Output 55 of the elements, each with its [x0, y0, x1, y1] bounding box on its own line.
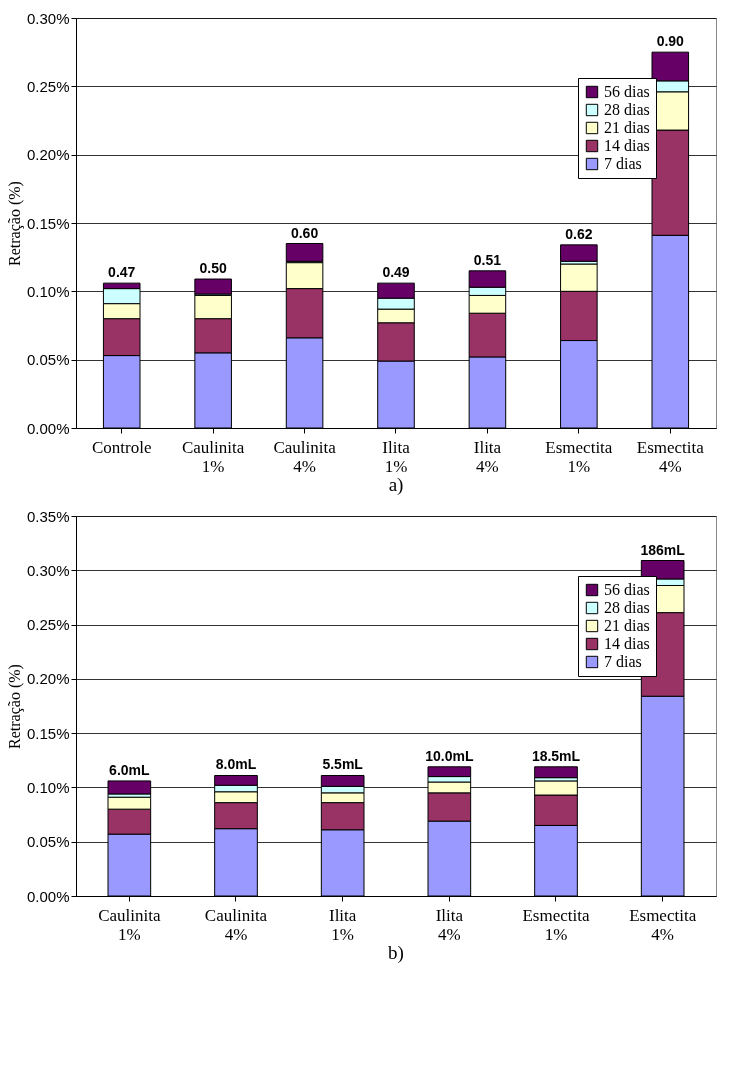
annotation: 18.5mL — [531, 747, 581, 764]
x-tick-label: Controle — [91, 437, 152, 457]
y-tick-label: 0.15% — [26, 724, 70, 742]
y-axis-title: Retração (%) — [5, 181, 24, 266]
y-tick-label: 0.10% — [26, 778, 70, 796]
annotation: 0.50 — [199, 260, 227, 277]
y-tick-label: 0.20% — [26, 670, 70, 688]
y-tick-label: 0.05% — [26, 833, 70, 851]
x-tick-label: Caulinita 4% — [273, 437, 337, 476]
y-tick-label: 0.25% — [26, 77, 70, 95]
x-tick-label: Esmectita 4% — [629, 905, 697, 944]
x-tick-label: Ilita 1% — [328, 905, 357, 944]
legend-label: 21 dias — [604, 617, 650, 634]
y-tick-label: 0.10% — [26, 282, 70, 300]
x-tick-label: Ilita 4% — [473, 437, 502, 476]
legend-label: 7 dias — [604, 155, 642, 172]
x-tick-label: Esmectita 1% — [545, 437, 613, 476]
x-tick-label: Caulinita 1% — [181, 437, 245, 476]
y-tick-label: 0.20% — [26, 146, 70, 164]
annotation: 186mL — [640, 541, 686, 558]
x-tick-label: Caulinita 1% — [98, 905, 161, 944]
annotation: 5.5mL — [322, 756, 364, 773]
annotation: 0.90 — [656, 33, 685, 50]
legend-label: 56 dias — [604, 581, 650, 598]
y-tick-label: 0.30% — [26, 9, 70, 27]
annotation: 0.60 — [290, 224, 319, 241]
annotation: 0.62 — [565, 225, 593, 242]
y-axis-title: Retração (%) — [5, 664, 24, 749]
x-tick-label: Esmectita 1% — [522, 905, 590, 944]
y-tick-label: 0.00% — [26, 887, 70, 905]
text: b) — [388, 942, 404, 964]
x-tick-label: Caulinita 4% — [204, 905, 268, 944]
annotation: 0.49 — [382, 264, 410, 281]
annotation: 0.47 — [108, 264, 136, 281]
y-tick-label: 0.00% — [26, 419, 70, 437]
legend-label: 21 dias — [604, 119, 650, 136]
y-tick-label: 0.25% — [26, 616, 70, 634]
annotation: 6.0mL — [109, 761, 151, 778]
legend-label: 28 dias — [604, 599, 650, 616]
x-tick-label: Ilita 4% — [435, 905, 464, 944]
x-tick-label: Esmectita 4% — [636, 437, 705, 476]
y-tick-label: 0.15% — [26, 214, 70, 232]
annotation: 8.0mL — [215, 756, 257, 773]
legend-label: 14 dias — [604, 137, 650, 154]
y-tick-label: 0.35% — [26, 507, 70, 525]
x-tick-label: Ilita 1% — [382, 437, 411, 476]
legend-label: 14 dias — [604, 635, 650, 652]
y-tick-label: 0.05% — [26, 351, 70, 369]
legend-label: 7 dias — [604, 653, 642, 670]
legend-label: 56 dias — [604, 83, 650, 100]
text: a) — [388, 474, 404, 496]
annotation: 0.51 — [473, 251, 502, 268]
annotation: 10.0mL — [425, 747, 474, 764]
y-tick-label: 0.30% — [26, 561, 70, 579]
legend-label: 28 dias — [604, 101, 650, 118]
